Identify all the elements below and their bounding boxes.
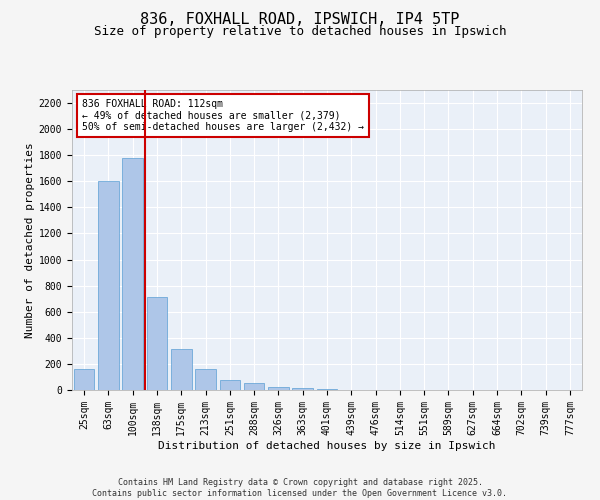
Bar (220, 380, 240, 390)
Bar (171, 349, 191, 390)
Bar (195, 369, 216, 390)
X-axis label: Distribution of detached houses by size in Ipswich: Distribution of detached houses by size … (158, 440, 496, 450)
Text: Contains HM Land Registry data © Crown copyright and database right 2025.
Contai: Contains HM Land Registry data © Crown c… (92, 478, 508, 498)
Text: Size of property relative to detached houses in Ipswich: Size of property relative to detached ho… (94, 25, 506, 38)
Bar (122, 158, 143, 390)
Text: 836 FOXHALL ROAD: 112sqm
← 49% of detached houses are smaller (2,379)
50% of sem: 836 FOXHALL ROAD: 112sqm ← 49% of detach… (82, 99, 364, 132)
Text: 836, FOXHALL ROAD, IPSWICH, IP4 5TP: 836, FOXHALL ROAD, IPSWICH, IP4 5TP (140, 12, 460, 28)
Bar (292, 388, 313, 390)
Y-axis label: Number of detached properties: Number of detached properties (25, 142, 35, 338)
Bar (244, 384, 265, 390)
Bar (146, 298, 167, 390)
Bar (98, 182, 119, 390)
Bar (268, 386, 289, 390)
Bar (74, 369, 94, 390)
